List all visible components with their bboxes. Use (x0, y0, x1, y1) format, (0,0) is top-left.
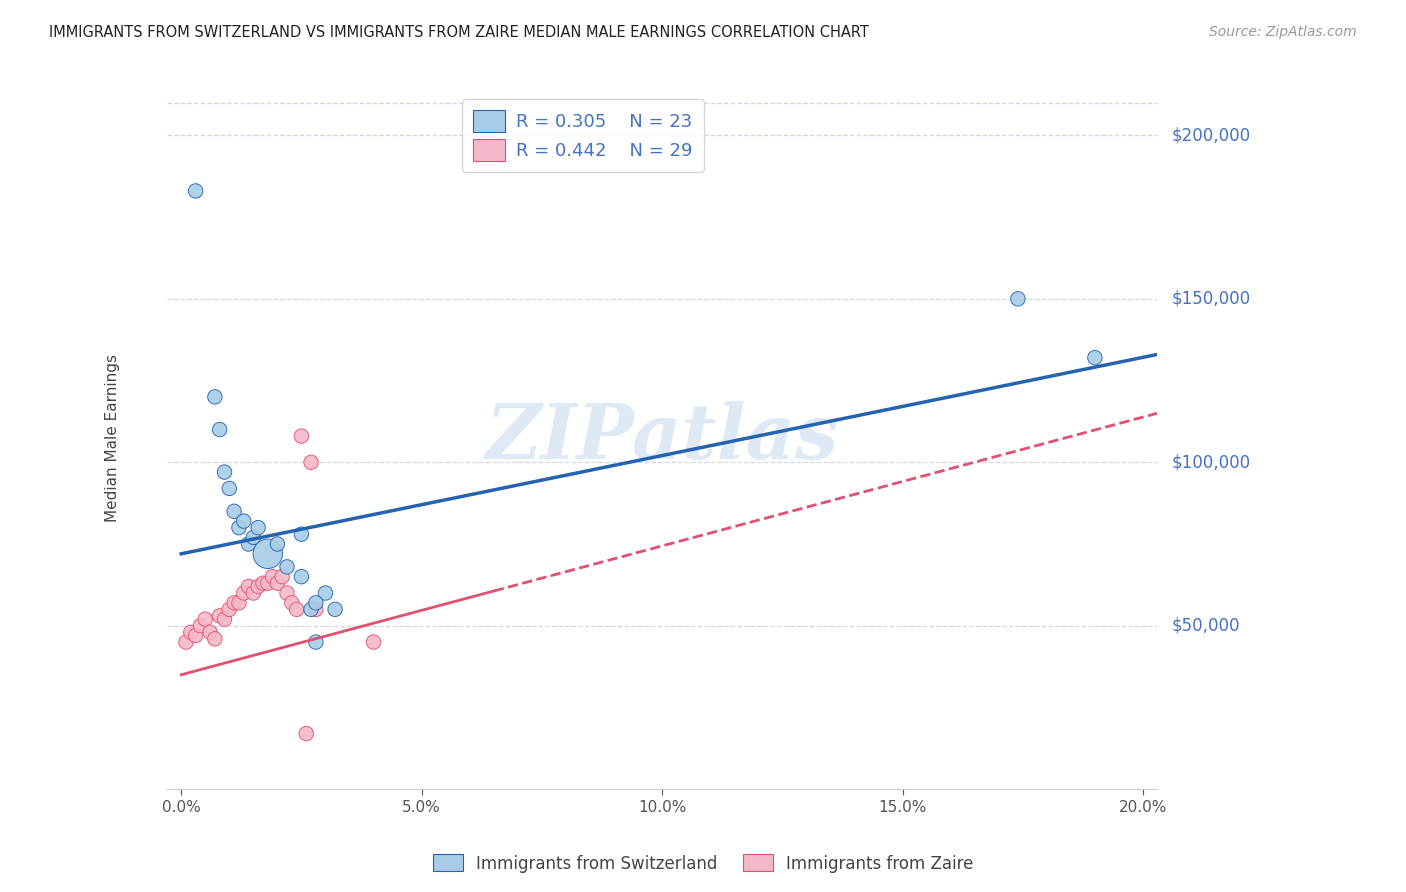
Point (314, 586, 336, 600)
Text: $50,000: $50,000 (1171, 616, 1240, 635)
Text: IMMIGRANTS FROM SWITZERLAND VS IMMIGRANTS FROM ZAIRE MEDIAN MALE EARNINGS CORREL: IMMIGRANTS FROM SWITZERLAND VS IMMIGRANT… (49, 25, 869, 40)
Point (252, 576, 274, 591)
Point (180, 625, 202, 640)
Point (228, 596, 250, 610)
Point (247, 521, 270, 535)
Point (299, 602, 322, 616)
Point (256, 547, 278, 561)
Text: $150,000: $150,000 (1171, 290, 1250, 308)
Point (305, 635, 328, 649)
Point (208, 423, 231, 437)
Point (204, 632, 226, 646)
Point (1007, 292, 1029, 306)
Point (290, 527, 312, 541)
Point (290, 569, 312, 583)
Text: $200,000: $200,000 (1171, 127, 1250, 145)
Point (305, 596, 328, 610)
Point (242, 586, 264, 600)
Point (224, 504, 246, 518)
Point (214, 465, 236, 479)
Point (276, 560, 298, 574)
Point (228, 521, 250, 535)
Point (190, 618, 212, 632)
Point (214, 612, 236, 626)
Point (285, 602, 308, 616)
Point (232, 514, 254, 528)
Point (276, 586, 298, 600)
Point (238, 579, 260, 593)
Point (262, 569, 284, 583)
Point (363, 635, 385, 649)
Point (266, 537, 288, 551)
Point (271, 569, 294, 583)
Point (290, 429, 312, 443)
Text: Median Male Earnings: Median Male Earnings (105, 354, 120, 522)
Point (247, 579, 270, 593)
Point (238, 537, 260, 551)
Text: ZIPatlas: ZIPatlas (485, 401, 838, 475)
Point (218, 602, 240, 616)
Point (224, 596, 246, 610)
Point (204, 390, 226, 404)
Point (1084, 351, 1107, 365)
Point (266, 576, 288, 591)
Point (281, 596, 304, 610)
Text: Source: ZipAtlas.com: Source: ZipAtlas.com (1209, 25, 1357, 39)
Point (218, 482, 240, 496)
Point (299, 455, 322, 469)
Point (198, 625, 221, 640)
Legend: Immigrants from Switzerland, Immigrants from Zaire: Immigrants from Switzerland, Immigrants … (426, 847, 980, 880)
Point (232, 586, 254, 600)
Legend: R = 0.305    N = 23, R = 0.442    N = 29: R = 0.305 N = 23, R = 0.442 N = 29 (463, 99, 703, 172)
Point (256, 576, 278, 591)
Point (184, 184, 207, 198)
Text: $100,000: $100,000 (1171, 453, 1250, 471)
Point (174, 635, 197, 649)
Point (242, 531, 264, 545)
Point (194, 612, 217, 626)
Point (208, 608, 231, 623)
Point (184, 628, 207, 642)
Point (305, 602, 328, 616)
Point (323, 602, 346, 616)
Point (295, 726, 318, 740)
